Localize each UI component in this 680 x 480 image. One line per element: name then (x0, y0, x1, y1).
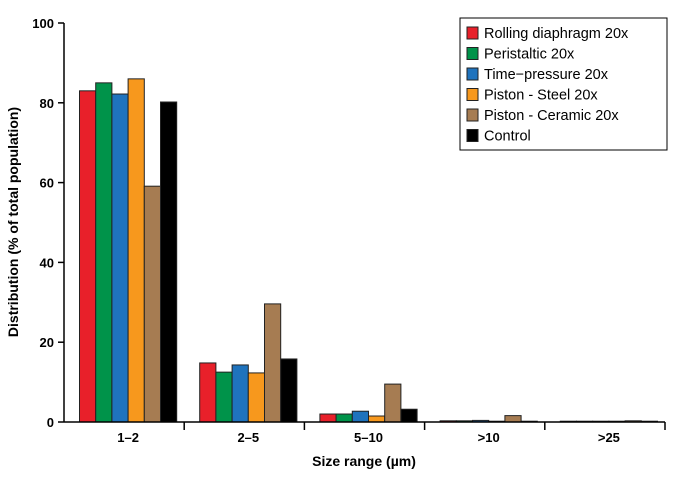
bar (384, 383, 402, 423)
bar (319, 413, 337, 423)
y-tick-label: 40 (40, 255, 54, 270)
bar (335, 413, 353, 423)
y-tick-label: 100 (32, 16, 54, 31)
legend-box (459, 17, 668, 151)
bar (400, 408, 418, 423)
bar (351, 410, 369, 423)
legend-label: Piston - Ceramic 20x (484, 108, 619, 124)
bar (247, 372, 266, 423)
bar (160, 101, 178, 423)
legend-swatch (466, 47, 479, 60)
legend-swatch (466, 108, 479, 122)
legend-label: Control (484, 129, 531, 145)
x-axis-label: Size range (µm) (312, 453, 416, 469)
legend: Rolling diaphragm 20x Peristaltic 20x Time… (459, 17, 668, 151)
y-tick-label: 60 (40, 176, 54, 191)
legend-label: Rolling diaphragm 20x (484, 26, 629, 42)
bar (143, 185, 162, 423)
bar (111, 93, 129, 423)
bar (368, 415, 386, 423)
y-axis-label: Distribution (% of total population) (5, 107, 21, 337)
y-tick-label: 0 (47, 415, 54, 430)
bar (280, 358, 298, 423)
legend-swatch (466, 26, 479, 40)
x-tick-label: >25 (598, 430, 620, 445)
x-tick-label: >10 (478, 430, 500, 445)
bar (215, 371, 233, 423)
x-tick-label: 5–10 (354, 430, 383, 445)
y-tick-label: 20 (40, 335, 54, 350)
bar (95, 82, 113, 423)
bar (199, 362, 217, 423)
bar (264, 303, 282, 423)
legend-swatch (466, 88, 479, 101)
legend-label: Time−pressure 20x (484, 67, 609, 83)
x-tick-label: 2–5 (237, 430, 259, 445)
bar (79, 90, 97, 423)
legend-label: Peristaltic 20x (484, 47, 575, 63)
bar (504, 415, 522, 423)
bar (127, 78, 145, 423)
x-tick-label: 1–2 (117, 430, 139, 445)
bar (231, 364, 249, 423)
legend-swatch (466, 129, 479, 142)
legend-swatch (466, 67, 479, 81)
y-tick-label: 80 (40, 96, 54, 111)
legend-label: Piston - Steel 20x (484, 88, 598, 104)
